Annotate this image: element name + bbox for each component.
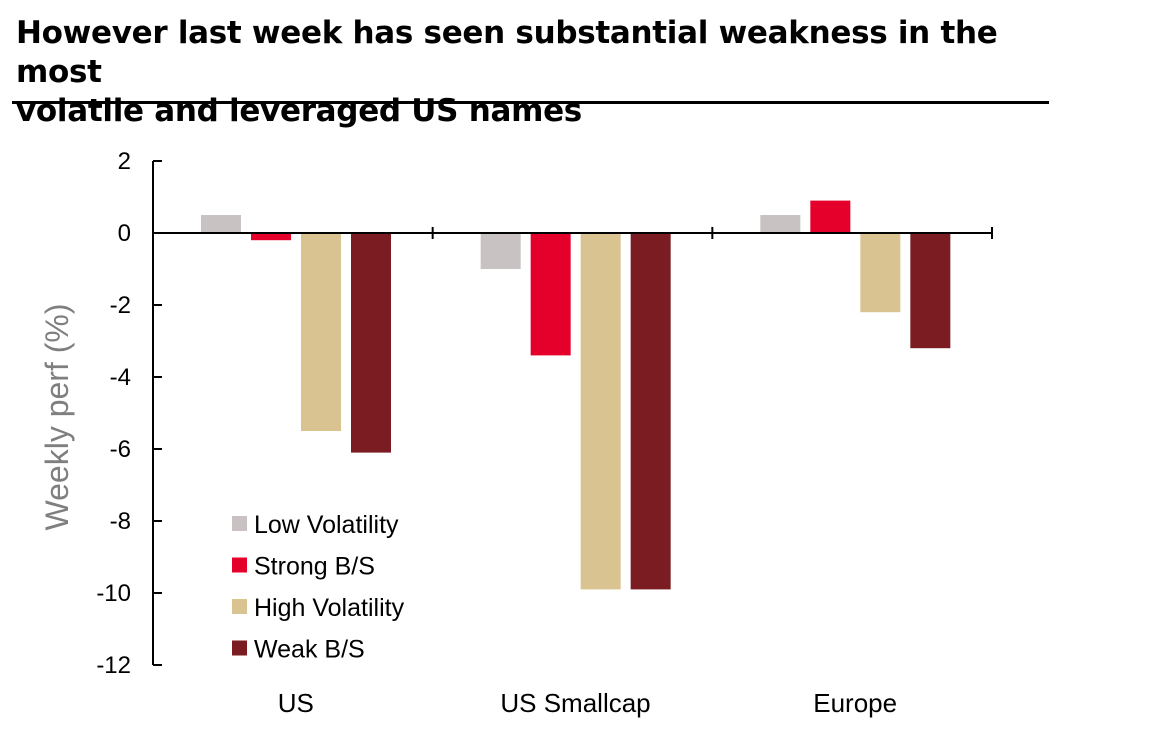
bar-strong-b-s-us-smallcap <box>530 233 571 356</box>
y-tick-label: -6 <box>110 436 131 463</box>
legend-swatch <box>232 599 247 614</box>
y-tick-label: -8 <box>110 508 131 535</box>
y-tick-label: -4 <box>110 364 131 391</box>
bar-high-volatility-us-smallcap <box>580 233 621 590</box>
y-tick-label: -12 <box>96 652 131 679</box>
legend-swatch <box>232 516 247 531</box>
x-category-label: Europe <box>813 688 897 718</box>
bar-strong-b-s-europe <box>810 200 851 233</box>
chart-title: However last week has seen substantial w… <box>16 14 1056 131</box>
bar-high-volatility-europe <box>860 233 901 313</box>
bar-low-volatility-us <box>201 215 241 233</box>
bar-weak-b-s-us <box>351 233 391 453</box>
x-category-label: US <box>278 688 314 718</box>
chart-title-line-2: volatile and leveraged US names <box>16 93 582 129</box>
x-category-label: US Smallcap <box>500 688 650 718</box>
legend-label: High Volatility <box>254 594 405 622</box>
bar-low-volatility-us-smallcap <box>480 233 521 269</box>
y-tick-label: -10 <box>96 580 131 607</box>
bar-low-volatility-europe <box>760 215 801 233</box>
legend-swatch <box>232 640 247 656</box>
legend-label: Low Volatility <box>254 511 399 539</box>
title-underline <box>12 101 1049 104</box>
chart-title-line-1: However last week has seen substantial w… <box>16 15 998 90</box>
bar-weak-b-s-us-smallcap <box>630 233 671 590</box>
bar-weak-b-s-europe <box>910 233 951 349</box>
legend-label: Weak B/S <box>254 636 365 664</box>
bar-high-volatility-us <box>301 233 341 431</box>
legend-swatch <box>232 557 247 573</box>
y-tick-label: 2 <box>118 148 131 175</box>
y-tick-label: 0 <box>118 220 131 247</box>
y-axis-title: Weekly perf (%) <box>39 303 75 530</box>
bar-strong-b-s-us <box>251 233 291 241</box>
y-tick-label: -2 <box>110 292 131 319</box>
legend-label: Strong B/S <box>254 553 375 581</box>
